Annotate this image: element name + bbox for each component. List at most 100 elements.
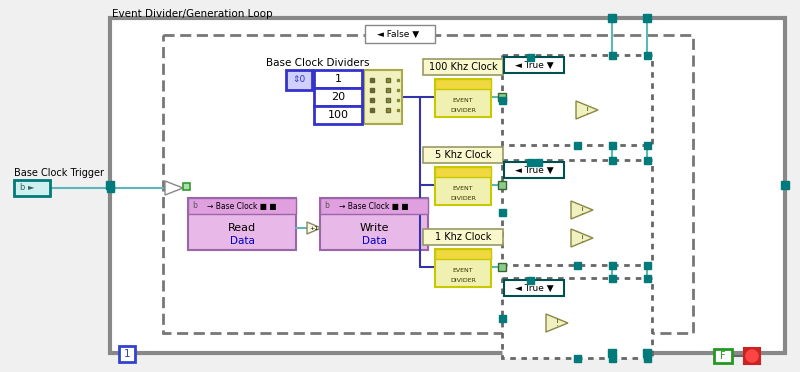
FancyBboxPatch shape bbox=[423, 59, 503, 75]
FancyBboxPatch shape bbox=[498, 263, 506, 271]
FancyBboxPatch shape bbox=[498, 209, 506, 216]
FancyBboxPatch shape bbox=[608, 349, 616, 357]
Text: ◄ False ▼: ◄ False ▼ bbox=[377, 29, 419, 38]
FancyBboxPatch shape bbox=[435, 249, 491, 259]
Text: Event Divider/Generation Loop: Event Divider/Generation Loop bbox=[112, 9, 273, 19]
FancyBboxPatch shape bbox=[609, 262, 615, 269]
FancyBboxPatch shape bbox=[183, 183, 190, 190]
FancyBboxPatch shape bbox=[498, 96, 506, 103]
FancyBboxPatch shape bbox=[435, 79, 491, 117]
FancyBboxPatch shape bbox=[574, 355, 581, 362]
FancyBboxPatch shape bbox=[163, 35, 693, 333]
FancyBboxPatch shape bbox=[781, 181, 789, 189]
FancyBboxPatch shape bbox=[188, 198, 296, 214]
FancyBboxPatch shape bbox=[643, 349, 651, 357]
Text: b ►: b ► bbox=[20, 183, 34, 192]
FancyBboxPatch shape bbox=[526, 54, 534, 61]
FancyBboxPatch shape bbox=[435, 167, 491, 205]
FancyBboxPatch shape bbox=[314, 70, 362, 88]
Polygon shape bbox=[307, 222, 321, 234]
FancyBboxPatch shape bbox=[504, 57, 564, 73]
FancyBboxPatch shape bbox=[110, 18, 785, 353]
Text: 20: 20 bbox=[331, 92, 345, 102]
FancyBboxPatch shape bbox=[608, 14, 616, 22]
FancyBboxPatch shape bbox=[188, 198, 296, 250]
Text: DIVIDER: DIVIDER bbox=[450, 196, 476, 201]
FancyBboxPatch shape bbox=[609, 355, 615, 362]
FancyBboxPatch shape bbox=[643, 141, 650, 148]
Text: ◄ True ▼: ◄ True ▼ bbox=[514, 283, 554, 292]
Text: 5 Khz Clock: 5 Khz Clock bbox=[434, 150, 491, 160]
Text: Write: Write bbox=[359, 223, 389, 233]
FancyBboxPatch shape bbox=[314, 106, 362, 124]
Text: ◄ True ▼: ◄ True ▼ bbox=[514, 166, 554, 174]
Text: EVENT: EVENT bbox=[453, 186, 474, 192]
FancyBboxPatch shape bbox=[574, 262, 581, 269]
Polygon shape bbox=[546, 314, 568, 332]
Polygon shape bbox=[165, 181, 183, 195]
FancyBboxPatch shape bbox=[504, 162, 564, 178]
FancyBboxPatch shape bbox=[498, 314, 506, 321]
Text: !: ! bbox=[555, 320, 558, 328]
FancyBboxPatch shape bbox=[435, 79, 491, 89]
Text: 1 Khz Clock: 1 Khz Clock bbox=[435, 232, 491, 242]
Polygon shape bbox=[571, 201, 593, 219]
FancyBboxPatch shape bbox=[435, 249, 491, 287]
Polygon shape bbox=[576, 101, 598, 119]
FancyBboxPatch shape bbox=[526, 276, 534, 283]
Text: DIVIDER: DIVIDER bbox=[450, 108, 476, 112]
FancyBboxPatch shape bbox=[314, 88, 362, 106]
Text: ⇕0: ⇕0 bbox=[292, 76, 306, 84]
FancyBboxPatch shape bbox=[643, 157, 650, 164]
FancyBboxPatch shape bbox=[106, 181, 114, 189]
Text: EVENT: EVENT bbox=[453, 269, 474, 273]
FancyBboxPatch shape bbox=[502, 160, 652, 265]
Text: 1: 1 bbox=[124, 349, 130, 359]
FancyBboxPatch shape bbox=[574, 141, 581, 148]
FancyBboxPatch shape bbox=[435, 167, 491, 177]
Text: DIVIDER: DIVIDER bbox=[450, 278, 476, 282]
FancyBboxPatch shape bbox=[423, 147, 503, 163]
FancyBboxPatch shape bbox=[320, 198, 428, 250]
FancyBboxPatch shape bbox=[320, 198, 428, 214]
FancyBboxPatch shape bbox=[498, 181, 506, 189]
FancyBboxPatch shape bbox=[609, 275, 615, 282]
FancyBboxPatch shape bbox=[643, 262, 650, 269]
FancyBboxPatch shape bbox=[119, 346, 135, 362]
FancyBboxPatch shape bbox=[286, 70, 312, 90]
Text: Data: Data bbox=[362, 236, 386, 246]
Text: F: F bbox=[720, 351, 726, 361]
FancyBboxPatch shape bbox=[534, 158, 542, 166]
Text: 100 Khz Clock: 100 Khz Clock bbox=[429, 62, 498, 72]
Text: → Base Clock ■ ■: → Base Clock ■ ■ bbox=[207, 202, 277, 211]
FancyBboxPatch shape bbox=[526, 158, 534, 166]
Text: 1: 1 bbox=[334, 74, 342, 84]
Text: Base Clock Trigger: Base Clock Trigger bbox=[14, 168, 104, 178]
FancyBboxPatch shape bbox=[643, 14, 651, 22]
FancyBboxPatch shape bbox=[609, 157, 615, 164]
FancyBboxPatch shape bbox=[609, 51, 615, 58]
FancyBboxPatch shape bbox=[365, 25, 435, 43]
Text: Base Clock Dividers: Base Clock Dividers bbox=[266, 58, 370, 68]
FancyBboxPatch shape bbox=[643, 51, 650, 58]
Circle shape bbox=[746, 350, 758, 362]
Text: !: ! bbox=[580, 234, 584, 244]
FancyBboxPatch shape bbox=[106, 185, 114, 192]
FancyBboxPatch shape bbox=[14, 180, 50, 196]
Text: b: b bbox=[324, 202, 329, 211]
FancyBboxPatch shape bbox=[744, 348, 760, 364]
FancyBboxPatch shape bbox=[643, 355, 650, 362]
Polygon shape bbox=[571, 229, 593, 247]
FancyBboxPatch shape bbox=[502, 278, 652, 358]
Text: !: ! bbox=[580, 206, 584, 215]
Text: ◄ True ▼: ◄ True ▼ bbox=[514, 61, 554, 70]
FancyBboxPatch shape bbox=[643, 275, 650, 282]
Text: !: ! bbox=[586, 106, 589, 115]
Text: EVENT: EVENT bbox=[453, 99, 474, 103]
Text: 100: 100 bbox=[327, 110, 349, 120]
Text: b: b bbox=[192, 202, 197, 211]
Text: +1: +1 bbox=[310, 225, 318, 231]
FancyBboxPatch shape bbox=[498, 93, 506, 101]
Text: → Base Clock ■ ■: → Base Clock ■ ■ bbox=[339, 202, 409, 211]
FancyBboxPatch shape bbox=[423, 229, 503, 245]
